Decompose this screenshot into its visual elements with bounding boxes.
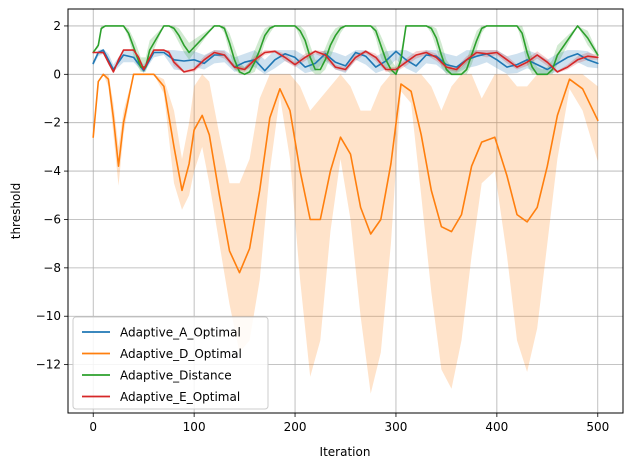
y-tick-label: −10 (36, 309, 61, 323)
legend: Adaptive_A_Optimal Adaptive_D_Optimal Adap… (72, 316, 269, 410)
legend-box (72, 316, 269, 410)
x-tick-label: 200 (284, 420, 307, 434)
adaptive-a-optimal-line (92, 49, 599, 72)
x-tick-label: 100 (183, 420, 206, 434)
plot-frame (67, 8, 624, 414)
x-tick-label: 400 (485, 420, 508, 434)
x-tick-label: 300 (385, 420, 408, 434)
adaptive-distance-band (93, 25, 598, 75)
y-tick-label: −8 (43, 261, 61, 275)
x-tick-label: 500 (586, 420, 609, 434)
y-tick-label: −2 (43, 116, 61, 130)
y-tick-label: 2 (53, 19, 61, 33)
y-tick-label: −4 (43, 164, 61, 178)
legend-label: Adaptive_D_Optimal (120, 347, 242, 361)
adaptive-e-optimal-line (92, 49, 599, 73)
adaptive-d-optimal-band (93, 74, 598, 394)
y-tick-label: −6 (43, 212, 61, 226)
adaptive-d-optimal-line (92, 73, 599, 274)
series-lines (92, 25, 599, 274)
grid (68, 9, 623, 413)
legend-label: Adaptive_Distance (120, 369, 232, 383)
x-axis-label: Iteration (320, 445, 371, 459)
x-tick-label: 0 (89, 420, 97, 434)
y-axis-label: threshold (9, 183, 23, 240)
adaptive-distance-line (92, 25, 599, 76)
y-tick-label: 0 (53, 67, 61, 81)
legend-label: Adaptive_A_Optimal (120, 326, 241, 340)
y-tick-label: −12 (36, 358, 61, 372)
axis-ticks: 0 100 200 300 400 500 2 0 −2 −4 −6 −8 −10 −12 (36, 19, 610, 434)
legend-label: Adaptive_E_Optimal (120, 390, 240, 404)
